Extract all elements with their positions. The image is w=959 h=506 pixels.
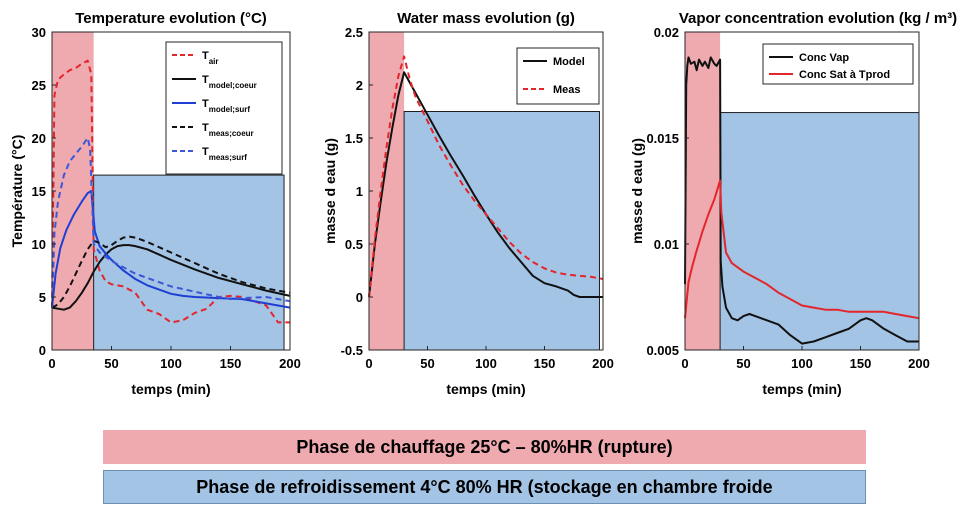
y-tick-label: 1.5 — [345, 131, 363, 146]
legend-box — [165, 41, 283, 175]
y-tick-label: 30 — [32, 25, 46, 40]
chart-title: Water mass evolution (g) — [397, 10, 575, 27]
x-tick-label: 150 — [534, 356, 556, 371]
y-axis-label: masse d eau (g) — [322, 138, 338, 244]
x-tick-label: 100 — [160, 356, 182, 371]
y-tick-label: 0.02 — [654, 25, 679, 40]
y-tick-label: 2.5 — [345, 25, 363, 40]
heating-zone — [369, 32, 405, 350]
y-tick-label: 5 — [39, 290, 46, 305]
chart-panel: 0 50 100 150 200 0 5 10 15 20 25 30 Temperature evol… — [9, 10, 301, 397]
y-tick-label: 20 — [32, 131, 46, 146]
x-tick-label: 0 — [48, 356, 55, 371]
series-line — [51, 59, 290, 324]
legend-entry: Conc Sat à Tprod — [799, 69, 890, 81]
y-tick-label: -0.5 — [341, 343, 363, 358]
x-axis-label: temps (min) — [762, 381, 841, 397]
x-tick-label: 150 — [850, 356, 872, 371]
series-line — [684, 56, 919, 345]
cooling-phase-label: Phase de refroidissement 4°C 80% HR (sto… — [196, 476, 773, 497]
y-tick-label: 2 — [356, 78, 363, 93]
legend-box — [762, 43, 914, 85]
heating-phase-band: Phase de chauffage 25°C – 80%HR (rupture… — [103, 430, 866, 464]
chart-title: Temperature evolution (°C) — [75, 10, 267, 27]
x-tick-label: 0 — [681, 356, 688, 371]
y-tick-label: 0.015 — [646, 131, 679, 146]
legend-entry: Meas — [553, 84, 581, 96]
cooling-zone — [403, 111, 600, 351]
cooling-zone — [93, 174, 285, 351]
y-tick-label: 1 — [356, 184, 363, 199]
y-tick-label: 10 — [32, 237, 46, 252]
y-axis-label: Température (°C) — [9, 135, 25, 248]
x-tick-label: 200 — [592, 356, 614, 371]
legend: Conc Vap Conc Sat à Tprod — [762, 43, 914, 85]
legend-entry: Conc Vap — [799, 52, 849, 64]
x-axis-label: temps (min) — [446, 381, 525, 397]
x-tick-label: 150 — [220, 356, 242, 371]
legend-entry: Model — [553, 56, 585, 68]
series-line — [684, 179, 920, 320]
chart-title: Vapor concentration evolution (kg / m³) — [679, 10, 957, 27]
x-tick-label: 50 — [736, 356, 750, 371]
series-line — [51, 244, 291, 311]
cooling-phase-band: Phase de refroidissement 4°C 80% HR (sto… — [103, 470, 866, 504]
x-axis-label: temps (min) — [131, 381, 210, 397]
series-line — [368, 55, 604, 298]
heating-phase-label: Phase de chauffage 25°C – 80%HR (rupture… — [296, 436, 673, 457]
x-tick-label: 100 — [791, 356, 813, 371]
series-line — [51, 190, 291, 309]
series-line — [51, 137, 291, 308]
legend-box — [516, 47, 600, 105]
y-axis-label: masse d eau (g) — [629, 138, 645, 244]
x-tick-label: 200 — [279, 356, 301, 371]
cooling-zone — [719, 112, 920, 351]
legend: Model Meas — [516, 47, 600, 105]
y-tick-label: 0 — [356, 290, 363, 305]
series-line — [368, 71, 603, 298]
legend: TairTmodel;coeurTmodel;surfTmeas;coeurTm… — [165, 41, 283, 175]
x-tick-label: 50 — [420, 356, 434, 371]
x-tick-label: 100 — [475, 356, 497, 371]
heating-zone — [685, 32, 721, 350]
y-tick-label: 25 — [32, 78, 46, 93]
y-tick-label: 0.005 — [646, 343, 679, 358]
heating-zone — [52, 32, 94, 350]
x-tick-label: 200 — [908, 356, 930, 371]
y-tick-label: 0.01 — [654, 237, 679, 252]
x-tick-label: 50 — [104, 356, 118, 371]
x-tick-label: 0 — [365, 356, 372, 371]
y-tick-label: 0 — [39, 343, 46, 358]
y-tick-label: 15 — [32, 184, 46, 199]
y-tick-label: 0.5 — [345, 237, 363, 252]
